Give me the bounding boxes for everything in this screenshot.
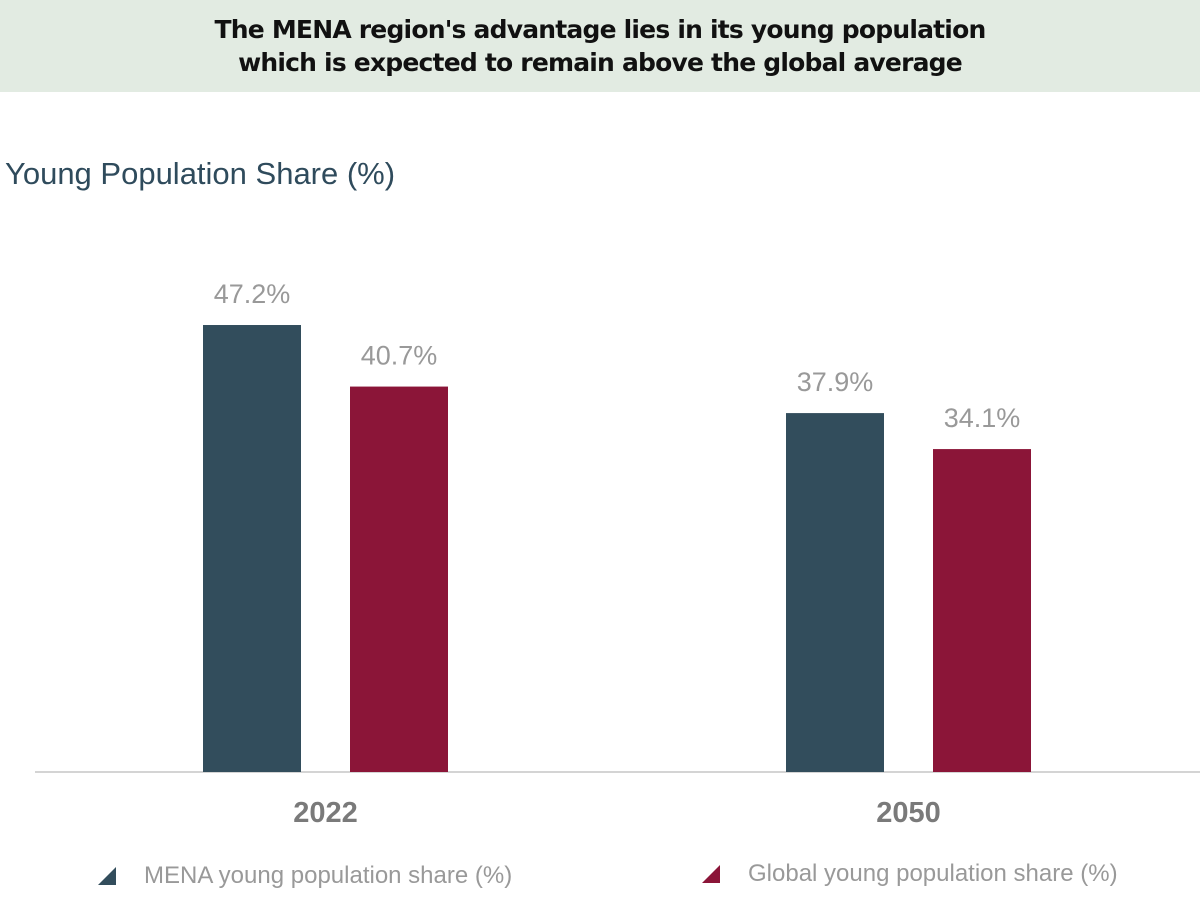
legend-item-mena: MENA young population share (%) xyxy=(98,862,512,890)
bar-2022-global xyxy=(350,386,448,772)
legend-label-mena: MENA young population share (%) xyxy=(144,862,513,889)
x-tick-label: 2022 xyxy=(293,797,358,829)
y-axis-title: Young Population Share (%) xyxy=(5,156,396,191)
data-label: 40.7% xyxy=(361,341,438,371)
bar-2050-global xyxy=(933,449,1031,772)
title-line-1: The MENA region's advantage lies in its … xyxy=(214,15,987,44)
title-line-2: which is expected to remain above the gl… xyxy=(238,48,963,77)
bar-2050-mena xyxy=(786,413,884,772)
data-label: 37.9% xyxy=(797,367,874,397)
legend-marker-global-icon xyxy=(702,865,720,883)
title-banner: The MENA region's advantage lies in its … xyxy=(0,0,1200,92)
data-label: 34.1% xyxy=(944,403,1021,433)
bar-2022-mena xyxy=(203,325,301,772)
data-label: 47.2% xyxy=(214,279,291,309)
x-tick-label: 2050 xyxy=(876,797,941,829)
legend-marker-mena-icon xyxy=(98,867,116,885)
legend-item-global: Global young population share (%) xyxy=(702,860,1118,888)
legend-label-global: Global young population share (%) xyxy=(748,860,1118,887)
